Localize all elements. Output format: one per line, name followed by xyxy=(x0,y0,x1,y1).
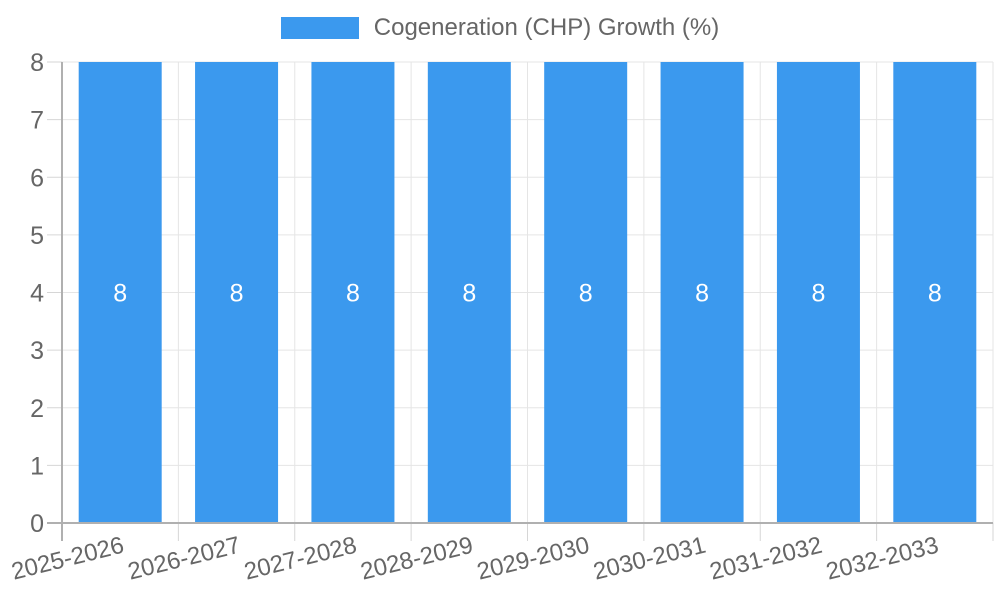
x-axis-label: 2029-2030 xyxy=(474,532,592,586)
bar-value-label: 8 xyxy=(113,280,127,308)
legend-label: Cogeneration (CHP) Growth (%) xyxy=(373,14,720,41)
legend-swatch xyxy=(280,17,359,39)
x-axis-label: 2027-2028 xyxy=(241,532,359,586)
bar[interactable] xyxy=(776,62,860,523)
bar-value-label: 8 xyxy=(462,280,476,308)
bar[interactable] xyxy=(660,62,744,523)
bar-value-label: 8 xyxy=(579,280,593,308)
x-axis-label: 2032-2033 xyxy=(823,532,941,586)
y-tick-label: 5 xyxy=(30,222,44,250)
y-tick-label: 4 xyxy=(30,280,44,308)
chart-legend[interactable]: Cogeneration (CHP) Growth (%) xyxy=(0,16,1000,40)
x-axis-label: 2031-2032 xyxy=(707,532,825,586)
x-axis-label: 2028-2029 xyxy=(358,532,476,586)
y-tick-label: 3 xyxy=(30,337,44,365)
bar[interactable] xyxy=(427,62,511,523)
bar-value-label: 8 xyxy=(346,280,360,308)
bar-value-label: 8 xyxy=(695,280,709,308)
x-axis-label: 2030-2031 xyxy=(591,532,709,586)
bar-value-label: 8 xyxy=(230,280,244,308)
bar[interactable] xyxy=(544,62,628,523)
bar[interactable] xyxy=(195,62,279,523)
bar[interactable] xyxy=(893,62,977,523)
x-axis-label: 2025-2026 xyxy=(9,532,127,586)
y-tick-label: 2 xyxy=(30,395,44,423)
y-tick-label: 8 xyxy=(30,49,44,77)
y-tick-label: 7 xyxy=(30,107,44,135)
bar[interactable] xyxy=(78,62,162,523)
bar[interactable] xyxy=(311,62,395,523)
y-tick-label: 1 xyxy=(30,452,44,480)
y-tick-label: 0 xyxy=(30,510,44,538)
bar-value-label: 8 xyxy=(928,280,942,308)
y-tick-label: 6 xyxy=(30,164,44,192)
x-axis-label: 2026-2027 xyxy=(125,532,243,586)
bar-value-label: 8 xyxy=(811,280,825,308)
